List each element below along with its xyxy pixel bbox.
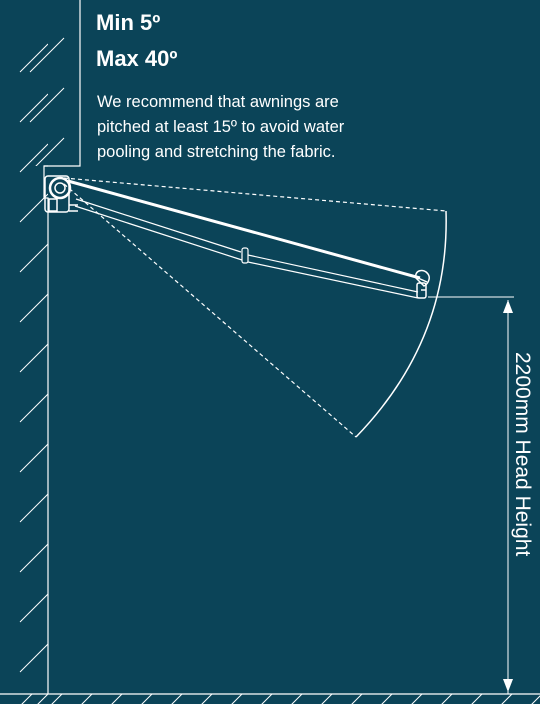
sweep-arc xyxy=(355,210,447,438)
folding-arm xyxy=(74,198,419,299)
arrowhead-top-icon xyxy=(503,300,513,313)
recommendation-line-2: pitched at least 15º to avoid water xyxy=(97,118,345,136)
recommendation-line-1: We recommend that awnings are xyxy=(97,93,339,111)
pitch-limits xyxy=(63,177,447,438)
ground-hatching xyxy=(21,693,540,704)
upper-wall-hatching xyxy=(29,37,65,166)
wall xyxy=(43,0,81,694)
awning-fabric xyxy=(67,179,421,280)
front-bar xyxy=(415,269,430,299)
min-pitch-line xyxy=(63,177,447,212)
recommendation-line-3: pooling and stretching the fabric. xyxy=(97,143,336,161)
arm-elbow xyxy=(241,247,249,264)
wall-outline xyxy=(43,0,81,694)
awning-cassette xyxy=(44,175,78,213)
head-height-label: 2200mm Head Height xyxy=(511,352,534,557)
ground xyxy=(0,693,540,704)
max-angle-heading: Max 40º xyxy=(96,46,178,71)
wall-hatching xyxy=(19,43,48,704)
min-angle-heading: Min 5º xyxy=(96,10,161,35)
arrowhead-bottom-icon xyxy=(503,679,513,692)
max-pitch-line xyxy=(63,183,357,438)
head-height-dimension xyxy=(428,296,514,694)
recommendation-text: We recommend that awnings are pitched at… xyxy=(97,90,427,165)
